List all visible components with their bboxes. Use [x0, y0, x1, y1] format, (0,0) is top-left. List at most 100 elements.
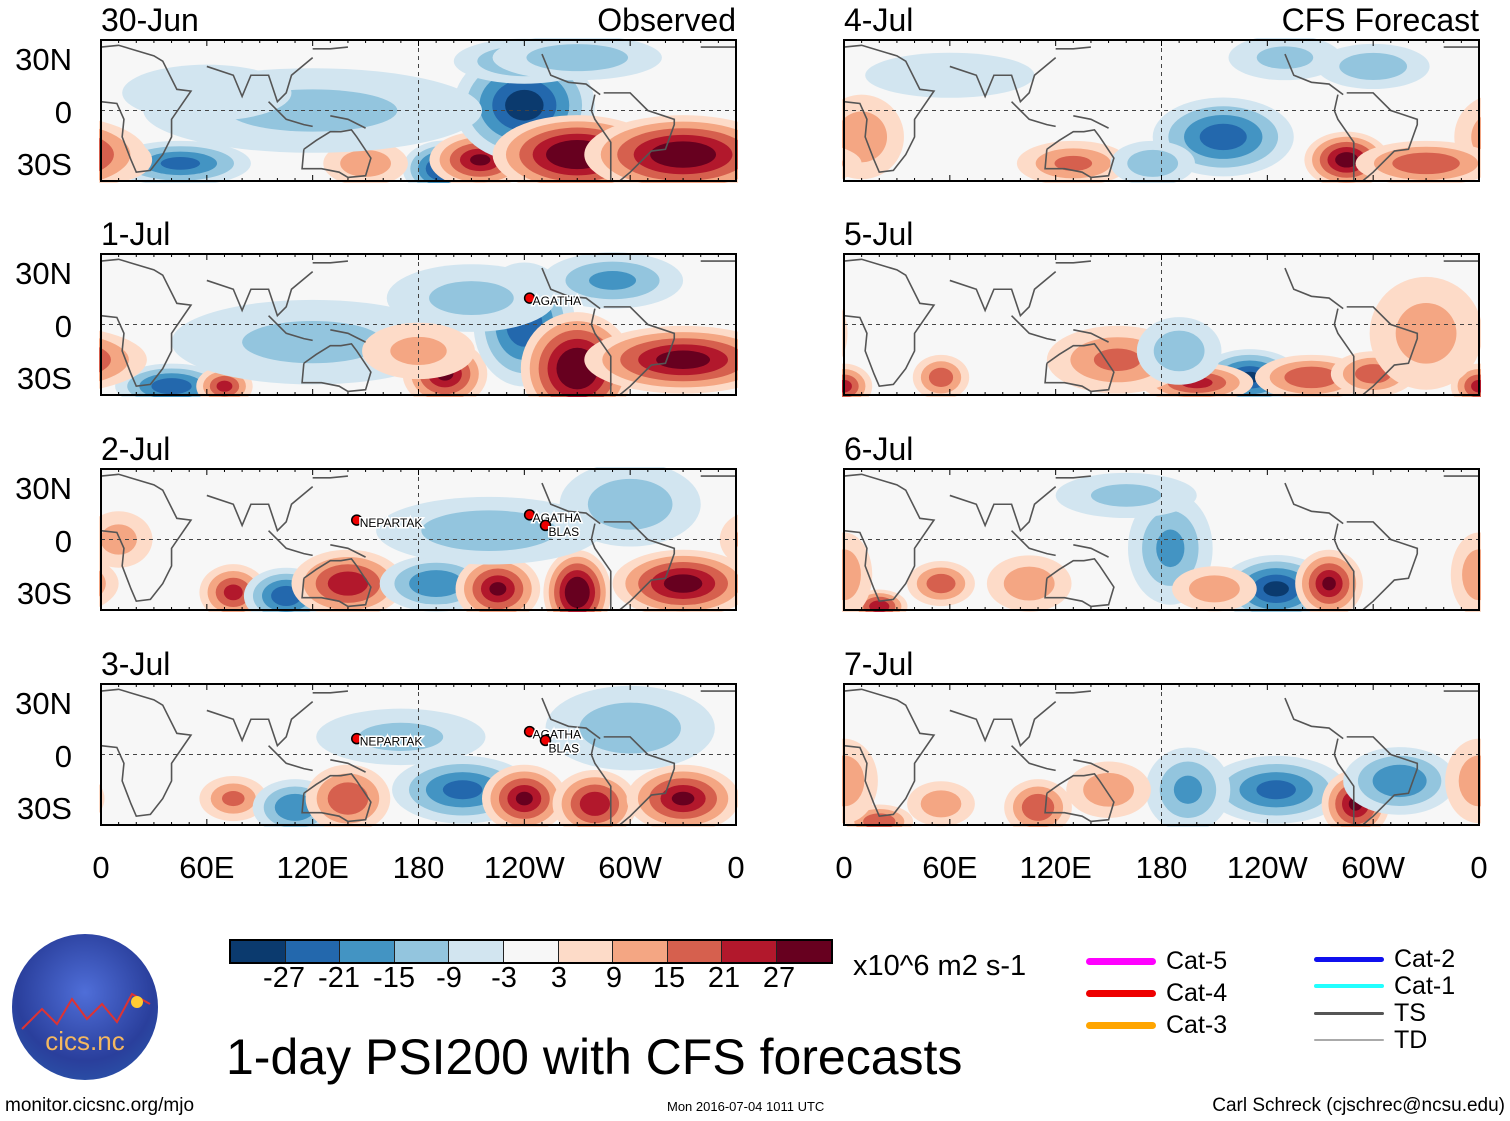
- anomaly-contour: [1372, 764, 1427, 798]
- coastline: [843, 258, 936, 388]
- anomaly-contour: [564, 576, 590, 608]
- anomaly-contour: [1156, 529, 1185, 568]
- lat-tick-label: 30S: [16, 147, 72, 183]
- colorbar: [229, 939, 833, 964]
- lon-tick-label: 0: [92, 850, 110, 885]
- anomaly-contour: [1173, 775, 1203, 804]
- storm-label: NEPARTAK: [360, 516, 423, 530]
- storm-marker: [523, 292, 536, 304]
- legend-line: [1086, 957, 1156, 965]
- anomaly-contour: [587, 478, 673, 530]
- anomaly-contour: [1395, 302, 1457, 364]
- coastline: [100, 688, 193, 818]
- storm-marker: [539, 734, 552, 747]
- colorbar-label: -3: [491, 962, 517, 994]
- anomaly-contour: [1021, 793, 1055, 821]
- colorbar-label: -21: [318, 962, 360, 994]
- anomaly-contour: [1054, 155, 1093, 171]
- coastline: [1044, 343, 1115, 393]
- map-panel-30-Jun: [99, 38, 738, 183]
- footer-url[interactable]: monitor.cicsnc.org/mjo: [5, 1095, 195, 1116]
- map-panel-4-Jul: [842, 38, 1481, 183]
- panel-date: 7-Jul: [844, 646, 914, 682]
- anomaly-contour: [1392, 152, 1460, 175]
- anomaly-contour: [99, 560, 119, 607]
- coastline: [949, 701, 1057, 748]
- anomaly-contour: [151, 378, 192, 395]
- colorbar-label: -15: [373, 962, 415, 994]
- anomaly-contour: [358, 722, 444, 751]
- anomaly-contour: [160, 157, 201, 170]
- coastline: [312, 260, 349, 264]
- colorbar-swatch: [722, 941, 777, 962]
- legend-label: Cat-2: [1394, 945, 1456, 973]
- coastline: [603, 306, 676, 396]
- anomaly-contour: [526, 44, 629, 72]
- anomaly-contour: [1256, 46, 1314, 69]
- anomaly-contour: [579, 791, 611, 816]
- colorbar-swatch: [613, 941, 668, 962]
- coastline: [1284, 482, 1344, 525]
- colorbar-swatch: [285, 941, 341, 962]
- coastline: [1346, 306, 1419, 396]
- coastline: [1346, 521, 1419, 611]
- anomaly-contour: [1003, 566, 1055, 601]
- colorbar-label: -27: [263, 962, 305, 994]
- lat-tick-label: 30N: [15, 255, 72, 291]
- coastline: [843, 473, 936, 603]
- lon-tick-label: 120E: [276, 850, 349, 885]
- coastline: [1073, 115, 1109, 129]
- anomaly-contour: [842, 549, 861, 601]
- coastline: [330, 544, 366, 558]
- map-panel-6-Jul: [842, 468, 1481, 612]
- lat-tick-label: 30N: [15, 41, 72, 77]
- legend-line: [1314, 956, 1384, 962]
- coastline: [843, 44, 936, 174]
- lon-tick-label: 0: [727, 850, 745, 885]
- logo-text: cics.nc: [45, 1026, 125, 1056]
- anomaly-contour: [223, 584, 243, 601]
- anomaly-contour: [842, 159, 844, 167]
- map-panel-1-Jul: AGATHA: [99, 252, 738, 397]
- coastline: [100, 258, 193, 388]
- anomaly-contour: [222, 791, 245, 807]
- anomaly-contour: [863, 813, 896, 827]
- anomaly-contour: [1090, 484, 1162, 507]
- coastline: [1073, 544, 1109, 558]
- lat-tick-label: 30N: [15, 685, 72, 721]
- legend-line: [1086, 989, 1156, 997]
- coastline: [1333, 523, 1355, 610]
- panel-date: 6-Jul: [844, 431, 914, 467]
- anomaly-contour: [327, 571, 369, 596]
- coastline: [312, 46, 349, 50]
- colorbar-label: -9: [436, 962, 462, 994]
- coastline: [206, 271, 314, 318]
- colorbar-swatch: [231, 941, 286, 962]
- lon-tick-label: 60W: [1341, 850, 1406, 885]
- coastline: [949, 57, 1057, 104]
- anomaly-contour: [842, 755, 865, 807]
- anomaly-contour: [1335, 152, 1359, 168]
- coastline: [1044, 558, 1115, 608]
- lat-tick-label: 0: [54, 94, 72, 130]
- coastline: [206, 701, 314, 748]
- coastline: [100, 44, 193, 174]
- legend-label: TS: [1394, 999, 1426, 1027]
- legend-label: Cat-3: [1166, 1011, 1228, 1039]
- anomaly-contour: [216, 380, 233, 392]
- anomaly-contour: [920, 790, 962, 818]
- legend-item-cat-3: Cat-3: [1086, 1012, 1227, 1038]
- lat-tick-label: 30S: [16, 791, 72, 827]
- observed-label: Observed: [597, 2, 736, 38]
- coastline: [590, 738, 612, 825]
- anomaly-contour: [663, 574, 703, 593]
- anomaly-contour: [1127, 149, 1179, 177]
- anomaly-contour: [926, 573, 956, 594]
- anomaly-contour: [489, 582, 507, 596]
- lon-tick-label: 120W: [483, 850, 565, 885]
- coastline: [301, 558, 372, 608]
- colorbar-swatch: [558, 941, 614, 962]
- coastline: [1044, 773, 1115, 823]
- coastline: [590, 523, 612, 610]
